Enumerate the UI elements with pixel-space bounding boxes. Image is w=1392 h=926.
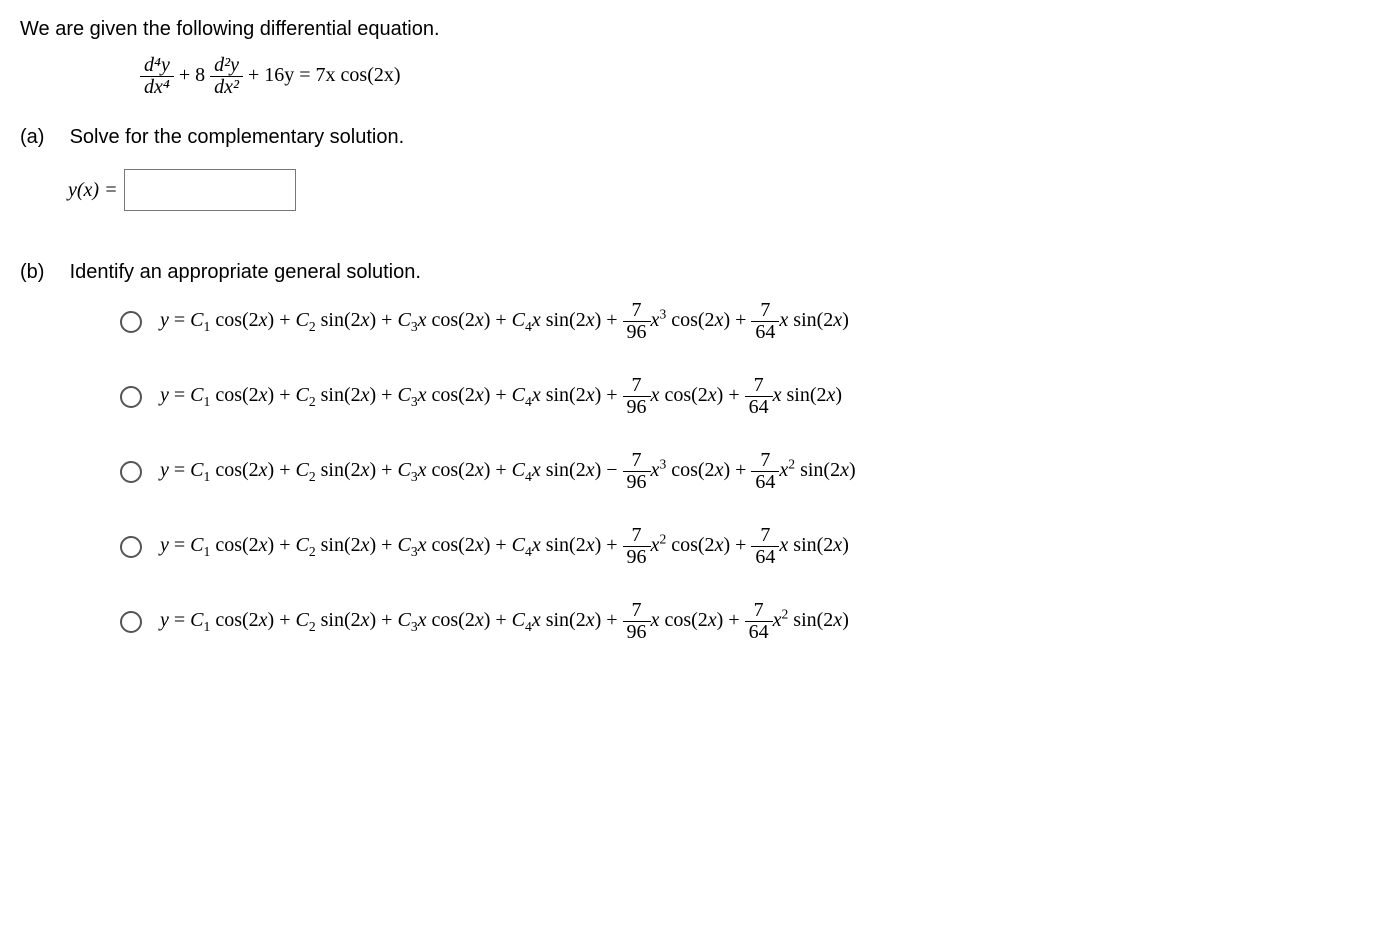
yx-label: y(x) = <box>68 179 118 202</box>
options-list: y = C1 cos(2x) + C2 sin(2x) + C3x cos(2x… <box>120 300 1372 643</box>
answer-input[interactable] <box>124 169 296 211</box>
part-b: (b) Identify an appropriate general solu… <box>20 261 1372 643</box>
radio-button[interactable] <box>120 461 142 483</box>
radio-button[interactable] <box>120 386 142 408</box>
intro-text: We are given the following differential … <box>20 18 1372 41</box>
option-row[interactable]: y = C1 cos(2x) + C2 sin(2x) + C3x cos(2x… <box>120 450 1372 493</box>
option-equation: y = C1 cos(2x) + C2 sin(2x) + C3x cos(2x… <box>160 525 849 568</box>
option-equation: y = C1 cos(2x) + C2 sin(2x) + C3x cos(2x… <box>160 375 842 418</box>
option-row[interactable]: y = C1 cos(2x) + C2 sin(2x) + C3x cos(2x… <box>120 375 1372 418</box>
option-equation: y = C1 cos(2x) + C2 sin(2x) + C3x cos(2x… <box>160 600 849 643</box>
option-row[interactable]: y = C1 cos(2x) + C2 sin(2x) + C3x cos(2x… <box>120 600 1372 643</box>
part-b-label: (b) <box>20 261 64 284</box>
option-equation: y = C1 cos(2x) + C2 sin(2x) + C3x cos(2x… <box>160 450 856 493</box>
option-row[interactable]: y = C1 cos(2x) + C2 sin(2x) + C3x cos(2x… <box>120 525 1372 568</box>
part-b-text: Identify an appropriate general solution… <box>70 261 421 283</box>
part-a-label: (a) <box>20 126 64 149</box>
differential-equation: d⁴y dx⁴ + 8 d²y dx² + 16y = 7x cos(2x) <box>140 55 1372 98</box>
option-equation: y = C1 cos(2x) + C2 sin(2x) + C3x cos(2x… <box>160 300 849 343</box>
part-a-text: Solve for the complementary solution. <box>70 126 405 148</box>
radio-button[interactable] <box>120 611 142 633</box>
radio-button[interactable] <box>120 311 142 333</box>
option-row[interactable]: y = C1 cos(2x) + C2 sin(2x) + C3x cos(2x… <box>120 300 1372 343</box>
eq-tail: + 16y = 7x cos(2x) <box>248 64 401 86</box>
radio-button[interactable] <box>120 536 142 558</box>
part-a: (a) Solve for the complementary solution… <box>20 126 1372 211</box>
